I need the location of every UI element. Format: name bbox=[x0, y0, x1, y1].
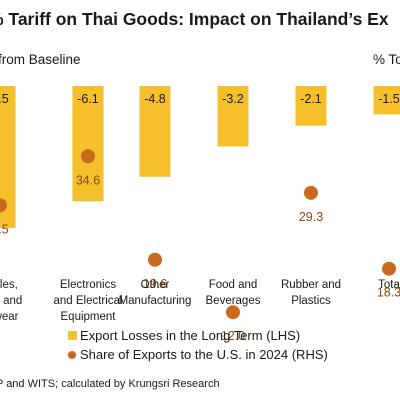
bar-value-label-1: -6.1 bbox=[77, 92, 99, 106]
left-axis-note: from Baseline bbox=[0, 52, 81, 67]
share-dot-3 bbox=[226, 305, 240, 319]
category-label-5-line-0: Tota bbox=[378, 279, 400, 291]
category-label-0: tiles, er and wear bbox=[0, 279, 22, 323]
share-dot-4 bbox=[304, 186, 318, 200]
category-label-1-line-1: and Electrical bbox=[53, 295, 122, 307]
category-label-1: Electronics and Electrical Equipment bbox=[53, 279, 122, 323]
share-dot-5 bbox=[382, 262, 396, 276]
category-label-2: Other Manufacturing bbox=[119, 279, 192, 307]
bar-value-label-4: -2.1 bbox=[300, 92, 322, 106]
share-value-label-1: 34.6 bbox=[76, 173, 100, 187]
share-dot-2 bbox=[148, 253, 162, 267]
category-label-0-line-2: wear bbox=[0, 311, 19, 323]
bar-value-label-2: -4.8 bbox=[144, 92, 166, 106]
bar-value-label-0: 7.5 bbox=[0, 92, 9, 106]
share-dot-1 bbox=[81, 149, 95, 163]
bars-layer: 7.5 -6.1 -4.8 -3.2 -2.1 -1.5 bbox=[0, 86, 400, 228]
right-axis-note: % To bbox=[373, 52, 400, 67]
category-label-3-line-1: Beverages bbox=[206, 295, 261, 307]
category-label-5: Tota bbox=[378, 279, 400, 291]
legend-swatch-bar bbox=[68, 331, 77, 340]
category-labels: tiles, er and wear Electronics and Electrica… bbox=[0, 279, 400, 323]
category-label-0-line-1: er and bbox=[0, 295, 22, 307]
category-label-2-line-0: Other bbox=[141, 279, 170, 291]
category-label-3: Food and Beverages bbox=[206, 279, 261, 307]
legend-label-bar: Export Losses in the Long Term (LHS) bbox=[80, 328, 300, 343]
category-label-3-line-0: Food and bbox=[209, 279, 258, 291]
chart-title: % Tariff on Thai Goods: Impact on Thaila… bbox=[0, 9, 389, 29]
category-label-0-line-0: tiles, bbox=[0, 279, 18, 291]
category-label-4-line-0: Rubber and bbox=[281, 279, 341, 291]
category-label-1-line-2: Equipment bbox=[61, 311, 117, 323]
category-label-4: Rubber and Plastics bbox=[281, 279, 341, 307]
bar-value-label-5: -1.5 bbox=[378, 92, 400, 106]
legend-swatch-dot bbox=[68, 351, 76, 359]
source-note: P and WITS; calculated by Krungsri Resea… bbox=[0, 378, 220, 390]
share-value-label-0: 9.5 bbox=[0, 222, 9, 236]
legend: Export Losses in the Long Term (LHS) Sha… bbox=[68, 328, 328, 362]
category-label-1-line-0: Electronics bbox=[60, 279, 116, 291]
bar-value-label-3: -3.2 bbox=[222, 92, 244, 106]
category-label-2-line-1: Manufacturing bbox=[119, 295, 192, 307]
share-value-label-4: 29.3 bbox=[299, 210, 323, 224]
category-label-4-line-1: Plastics bbox=[291, 295, 331, 307]
legend-label-dot: Share of Exports to the U.S. in 2024 (RH… bbox=[80, 347, 328, 362]
